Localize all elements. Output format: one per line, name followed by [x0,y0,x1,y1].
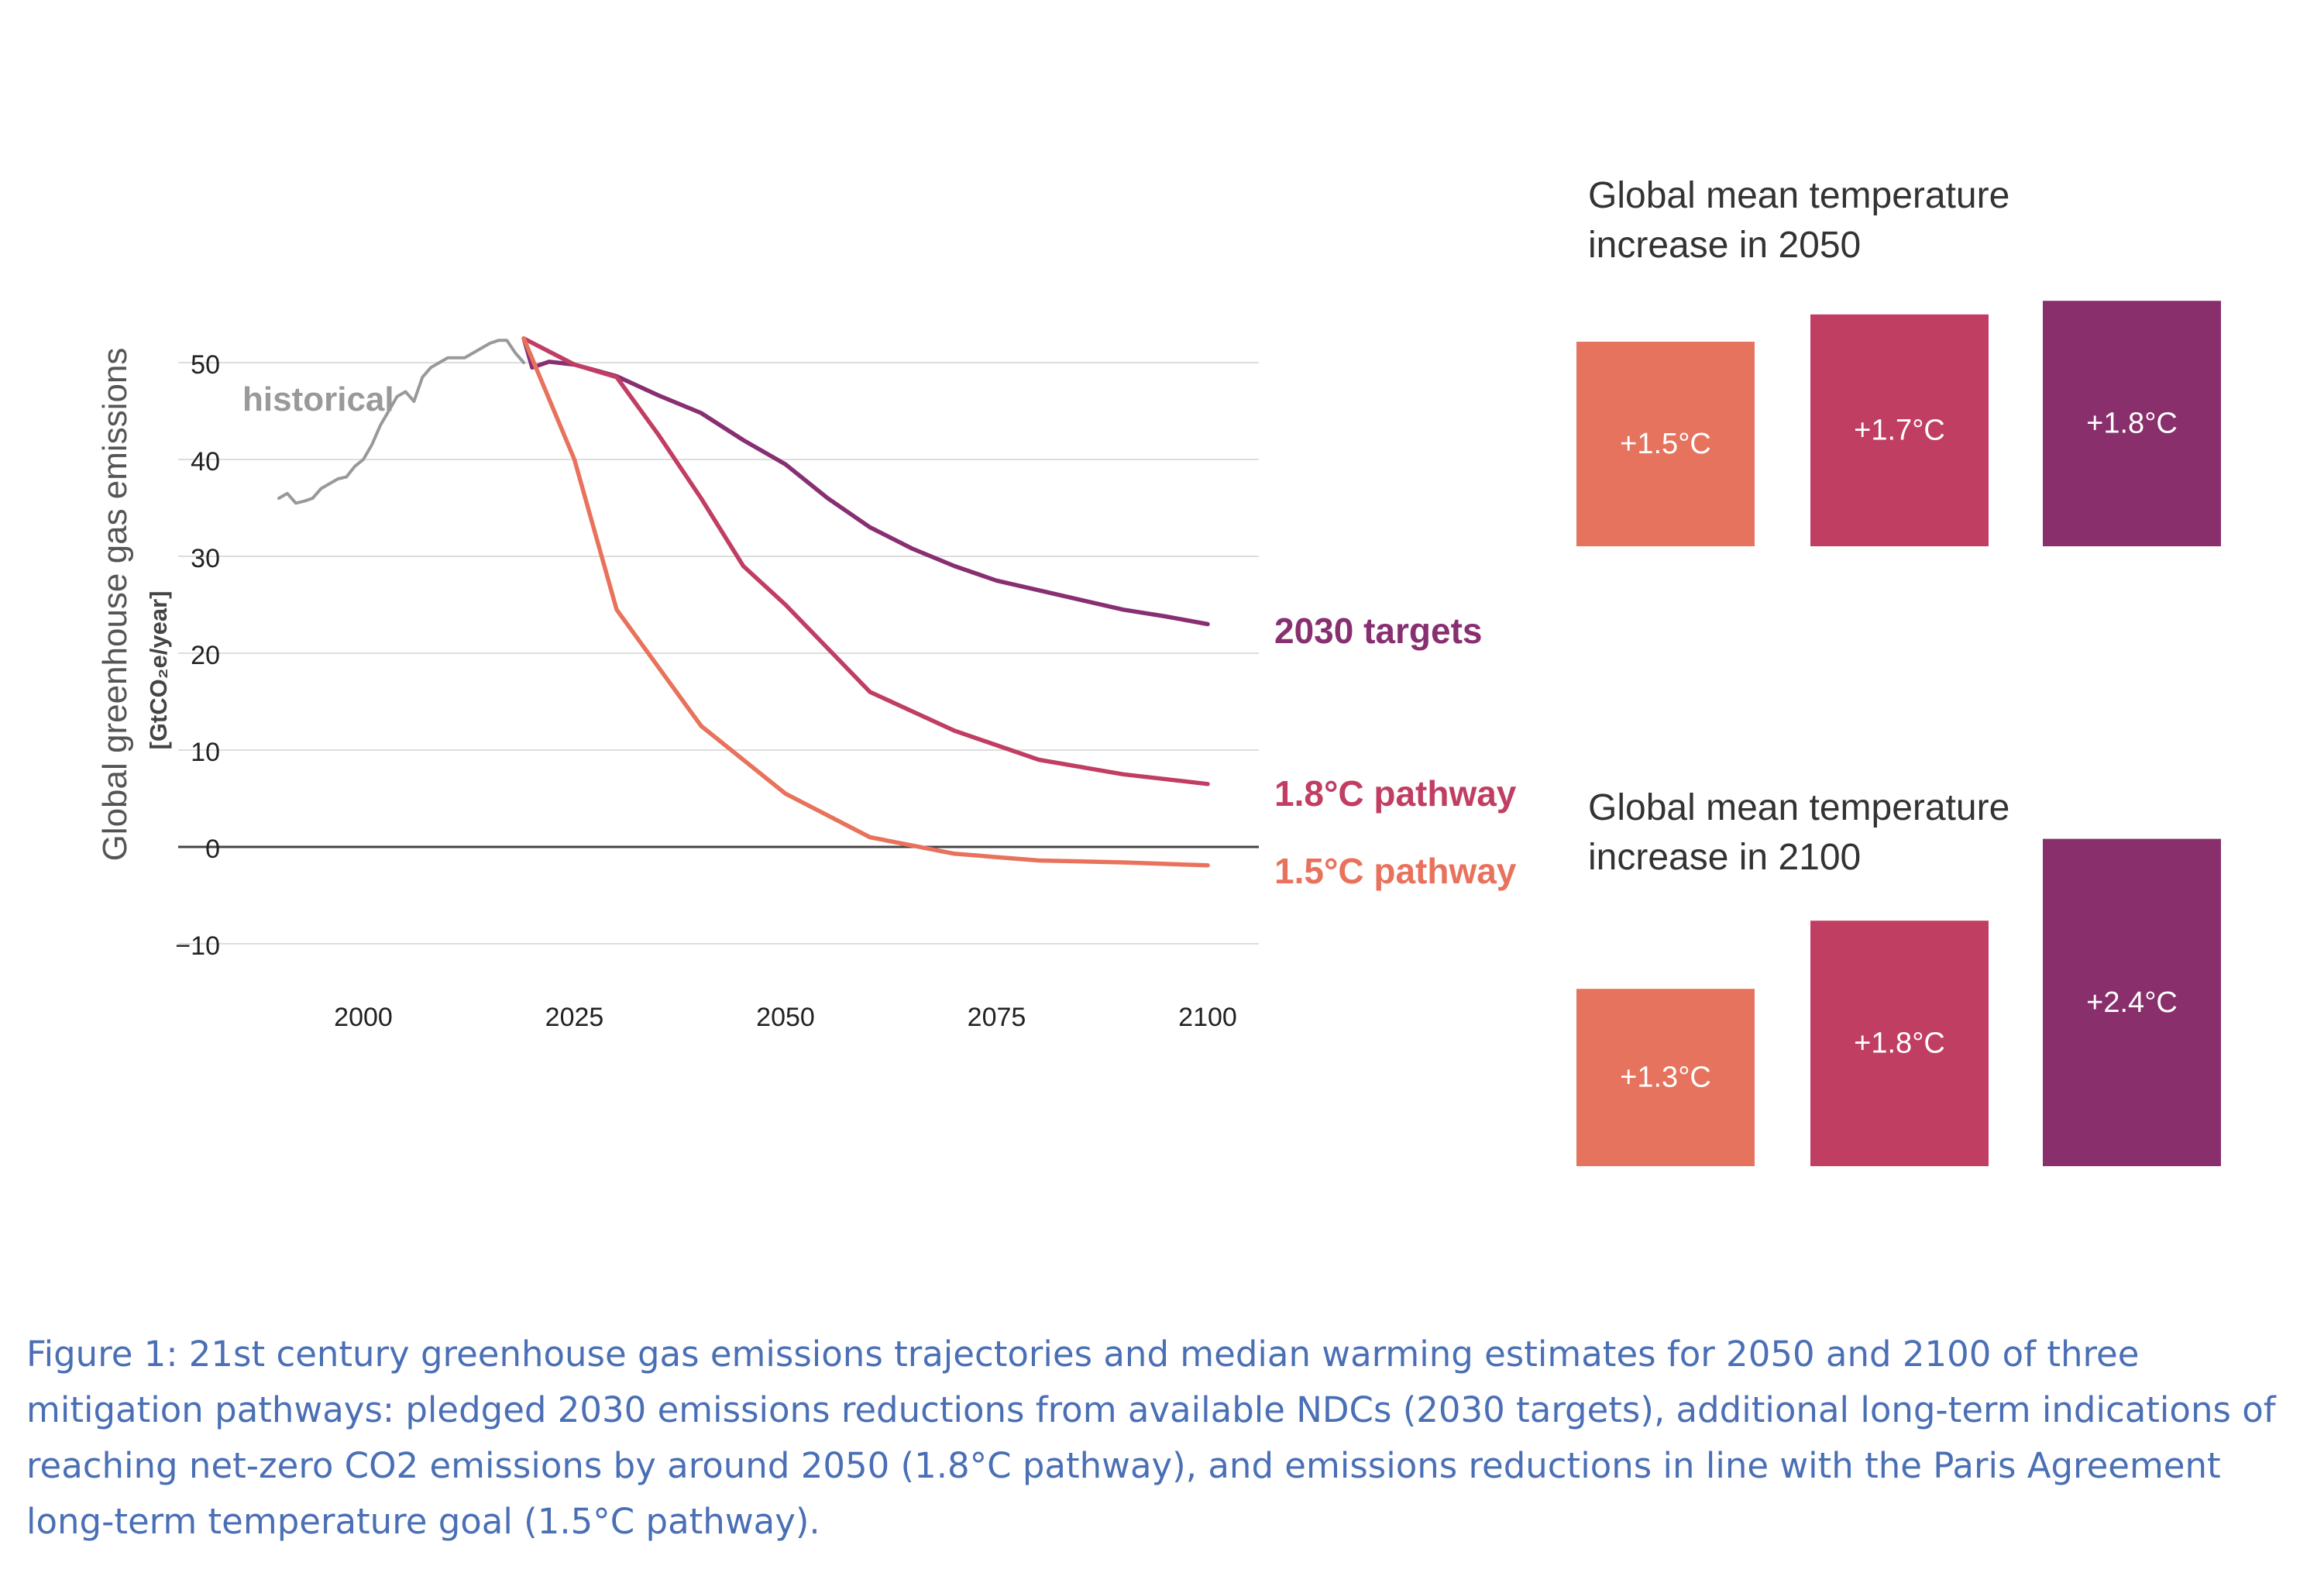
y-tick-label: 0 [205,835,220,864]
temperature-bar-label: +1.5°C [1620,428,1711,460]
temperature-bar-label: +1.7°C [1854,414,1945,446]
series-line-2030-targets [521,336,1210,627]
temperature-bar-label: +2.4°C [2086,986,2178,1019]
temperature-2100-bar-panel: Global mean temperature increase in 2100… [1576,787,2221,1166]
temperature-bar-label: +1.8°C [2086,408,2178,440]
emissions-line-chart: 50 40 30 20 10 0 −10 2000 2025 2050 2075 2100 Glob… [96,336,1517,1032]
x-tick-label: 2050 [756,1003,815,1032]
y-tick-label: −10 [175,931,220,961]
panel-2100-title-line-2: increase in 2100 [1588,837,1861,878]
y-tick-labels: 50 40 30 20 10 0 −10 [175,350,220,961]
y-axis-unit: [GtCO₂e/year] [145,591,172,750]
temperature-bar-1-8c-pathway [1810,921,1989,1166]
temperature-2050-bar-panel: Global mean temperature increase in 2050… [1576,175,2221,546]
x-tick-label: 2075 [968,1003,1026,1032]
x-tick-label: 2000 [334,1003,393,1032]
temperature-bar-2030-targets [2043,838,2221,1166]
series-label-2030-targets: 2030 targets [1274,611,1483,651]
series-line-historical [277,339,526,505]
series-lines [277,336,1210,868]
series-label-1-5c-pathway: 1.5°C pathway [1274,851,1517,891]
x-tick-label: 2100 [1178,1003,1237,1032]
temperature-bar-label: +1.8°C [1854,1027,1945,1060]
temperature-bar-2030-targets [2043,301,2221,546]
temperature-bar-1-5c-pathway [1576,989,1755,1166]
grid-lines [178,362,1259,945]
series-label-1-8c-pathway: 1.8°C pathway [1274,773,1517,814]
y-tick-label: 20 [191,641,220,670]
x-tick-labels: 2000 2025 2050 2075 2100 [334,1003,1237,1032]
historical-annotation: historical [242,380,394,418]
series-line-1-8c-pathway [521,336,1210,786]
y-tick-label: 30 [191,544,220,573]
y-tick-label: 40 [191,447,220,477]
temperature-bar-1-8c-pathway [1810,314,1989,546]
y-tick-label: 50 [191,350,220,380]
panel-2100-title-line-1: Global mean temperature [1588,787,2009,828]
figure-caption: Figure 1: 21st century greenhouse gas em… [26,1334,2276,1542]
temperature-bar-1-5c-pathway [1576,342,1755,546]
panel-2050-title-line-1: Global mean temperature [1588,175,2009,216]
temperature-bar-label: +1.3°C [1620,1062,1711,1094]
series-line-1-5c-pathway [521,336,1210,868]
y-axis-label: Global greenhouse gas emissions [96,348,134,862]
x-tick-label: 2025 [545,1003,604,1032]
y-tick-label: 10 [191,738,220,767]
panel-2050-title-line-2: increase in 2050 [1588,225,1861,266]
